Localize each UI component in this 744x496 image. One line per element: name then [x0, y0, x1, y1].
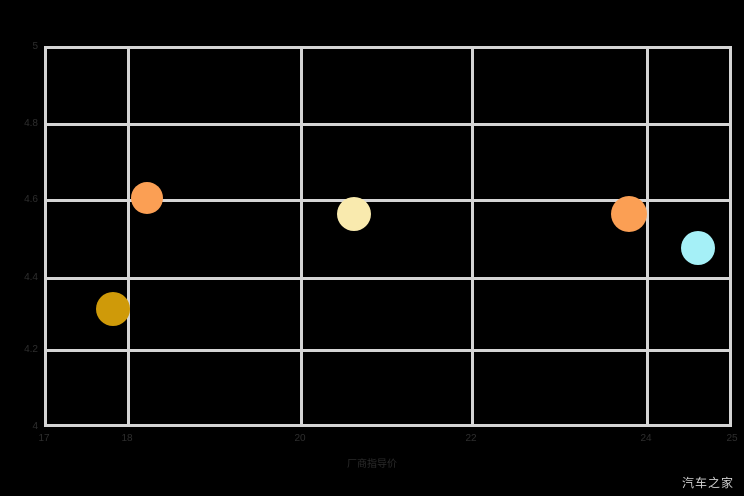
- data-point-bubble[interactable]: [336, 196, 371, 231]
- gridline-horizontal: [44, 199, 732, 202]
- gridline-vertical: [44, 46, 47, 427]
- x-tick-label: 17: [38, 433, 50, 444]
- x-axis-title: 厂商指导价: [347, 459, 397, 470]
- gridline-horizontal: [44, 349, 732, 352]
- gridline-horizontal: [44, 46, 732, 49]
- watermark: 汽车之家: [681, 476, 734, 490]
- x-tick-label: 20: [294, 433, 306, 444]
- gridline-horizontal: [44, 123, 732, 126]
- data-point-bubble[interactable]: [131, 182, 164, 215]
- gridline-vertical: [127, 46, 130, 427]
- gridline-vertical: [729, 46, 732, 427]
- gridline-horizontal: [44, 277, 732, 280]
- gridline-vertical: [646, 46, 649, 427]
- y-tick-label: 4.6: [24, 194, 38, 205]
- gridline-vertical: [471, 46, 474, 427]
- gridline-horizontal: [44, 424, 732, 427]
- data-point-bubble[interactable]: [95, 291, 130, 326]
- x-tick-label: 22: [465, 433, 477, 444]
- x-tick-label: 18: [121, 433, 133, 444]
- plot-area: [44, 46, 732, 427]
- y-tick-label: 4.2: [24, 344, 38, 355]
- y-tick-label: 4: [32, 421, 38, 432]
- data-point-bubble[interactable]: [680, 230, 715, 265]
- y-tick-label: 5: [32, 41, 38, 52]
- y-tick-label: 4.4: [24, 272, 38, 283]
- y-tick-label: 4.8: [24, 118, 38, 129]
- x-tick-label: 24: [640, 433, 652, 444]
- gridline-vertical: [300, 46, 303, 427]
- x-tick-label: 25: [726, 433, 738, 444]
- data-point-bubble[interactable]: [610, 195, 647, 232]
